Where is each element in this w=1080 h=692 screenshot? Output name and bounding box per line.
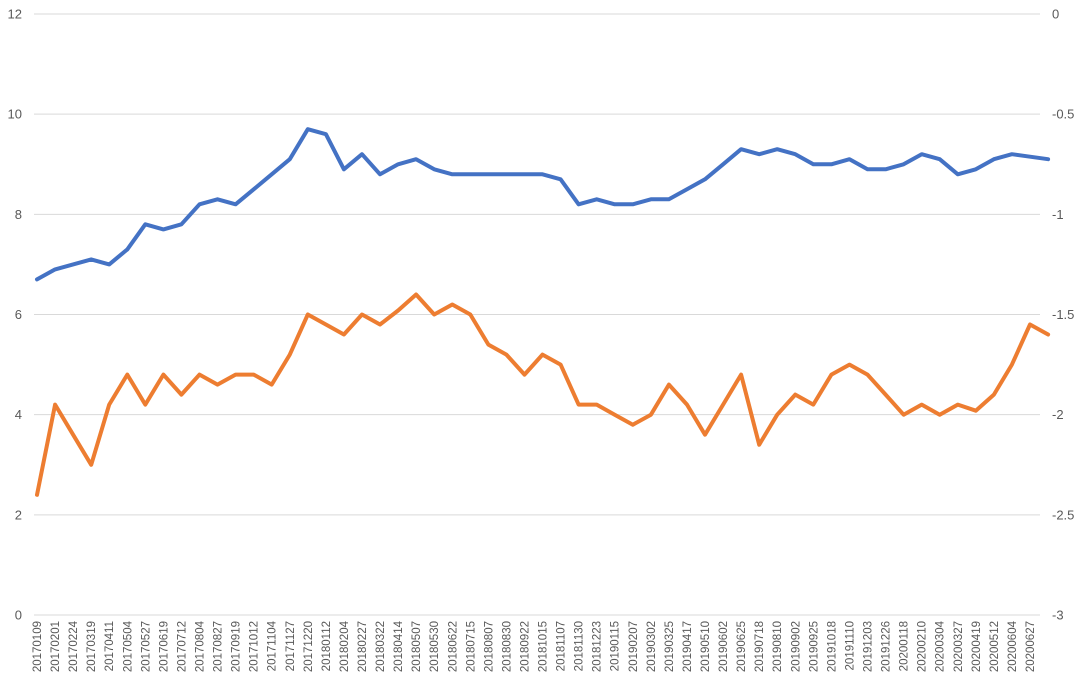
x-tick-label: 20190115 — [610, 621, 622, 671]
x-tick-label: 20180807 — [483, 621, 495, 672]
x-tick-label: 20200118 — [899, 621, 911, 671]
x-tick-label: 20200419 — [971, 621, 983, 672]
x-tick-label: 20170527 — [140, 621, 152, 672]
x-tick-label: 20170411 — [104, 621, 116, 671]
x-tick-label: 20170712 — [176, 621, 188, 672]
x-tick-label: 20180830 — [501, 621, 513, 672]
x-tick-label: 20181130 — [574, 621, 586, 671]
x-tick-label: 20170224 — [68, 620, 80, 672]
x-tick-label: 20180414 — [393, 620, 405, 672]
x-tick-label: 20180112 — [321, 621, 333, 671]
x-tick-label: 20171104 — [267, 620, 279, 671]
y-left-tick-label: 10 — [8, 107, 22, 122]
x-tick-label: 20170919 — [231, 621, 243, 672]
x-tick-label: 20180715 — [465, 621, 477, 672]
x-tick-label: 20190417 — [682, 621, 694, 672]
x-tick-label: 20190625 — [736, 621, 748, 672]
series-line-right-axis — [35, 292, 1051, 497]
x-tick-label: 20180507 — [411, 621, 423, 672]
y-left-tick-label: 6 — [15, 307, 22, 322]
y-right-tick-label: -3 — [1052, 608, 1064, 623]
y-right-tick-label: -1.5 — [1052, 307, 1074, 322]
y-left-tick-label: 0 — [15, 608, 22, 623]
y-left-tick-label: 12 — [8, 7, 22, 22]
y-right-tick-label: -0.5 — [1052, 107, 1074, 122]
x-tick-label: 20170319 — [86, 621, 98, 672]
x-tick-label: 20200210 — [917, 621, 929, 672]
x-tick-label: 20180227 — [357, 621, 369, 672]
y-right-tick-label: -2.5 — [1052, 507, 1074, 522]
x-tick-label: 20180922 — [519, 621, 531, 672]
x-tick-label: 20170804 — [194, 620, 206, 672]
x-tick-label: 20190302 — [646, 621, 658, 672]
x-tick-label: 20170201 — [50, 621, 62, 672]
x-tick-label: 20190718 — [754, 621, 766, 672]
series-line-left-axis — [35, 127, 1051, 282]
x-tick-label: 20191110 — [844, 621, 856, 670]
x-tick-label: 20191226 — [881, 621, 893, 672]
x-tick-label: 20170827 — [213, 621, 225, 672]
y-left-tick-label: 2 — [15, 507, 22, 522]
x-tick-label: 20180322 — [375, 621, 387, 672]
x-tick-label: 20190602 — [718, 621, 730, 672]
x-tick-label: 20190207 — [628, 621, 640, 672]
x-tick-label: 20170504 — [122, 620, 134, 672]
y-right-tick-label: -1 — [1052, 207, 1064, 222]
y-left-tick-label: 4 — [15, 407, 22, 422]
x-tick-label: 20181107 — [556, 621, 568, 671]
x-tick-label: 20181015 — [538, 621, 550, 672]
x-tick-label: 20190510 — [700, 621, 712, 672]
x-tick-label: 20200327 — [953, 621, 965, 672]
x-tick-label: 20190925 — [808, 621, 820, 672]
x-tick-label: 20190810 — [772, 621, 784, 672]
x-tick-label: 20171220 — [303, 621, 315, 672]
x-tick-label: 20170109 — [32, 621, 44, 672]
y-right-tick-label: 0 — [1052, 7, 1059, 22]
x-tick-label: 20191203 — [863, 621, 875, 672]
y-right-tick-label: -2 — [1052, 407, 1064, 422]
x-tick-label: 20171012 — [249, 621, 261, 672]
x-tick-label: 20180530 — [429, 621, 441, 672]
x-tick-label: 20180204 — [339, 620, 351, 672]
y-left-tick-label: 8 — [15, 207, 22, 222]
x-tick-label: 20191018 — [826, 621, 838, 672]
x-tick-label: 20171127 — [285, 621, 297, 671]
x-tick-label: 20181223 — [592, 621, 604, 672]
x-tick-label: 20190902 — [790, 621, 802, 672]
x-tick-label: 20200604 — [1007, 620, 1019, 672]
x-tick-label: 20180622 — [447, 621, 459, 672]
x-tick-label: 20170619 — [158, 621, 170, 672]
x-tick-label: 20200304 — [935, 620, 947, 672]
x-tick-label: 20200512 — [989, 621, 1001, 672]
x-tick-label: 20200627 — [1025, 621, 1037, 672]
x-tick-label: 20190325 — [664, 621, 676, 672]
